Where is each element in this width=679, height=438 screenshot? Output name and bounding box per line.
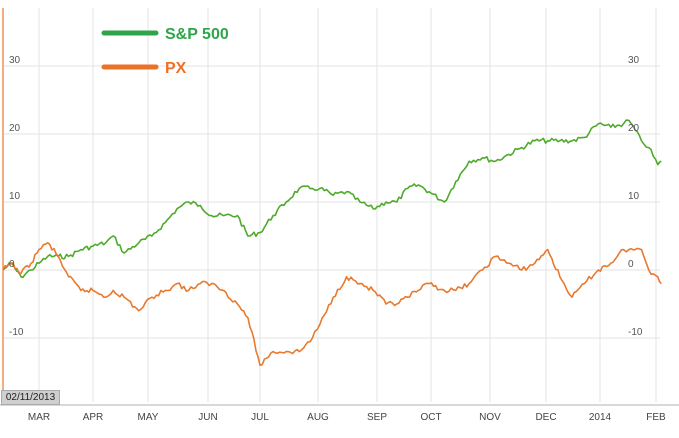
x-tick-label: OCT [420, 412, 441, 423]
series-lines [2, 119, 662, 366]
y-tick-label-right: 20 [628, 123, 640, 134]
y-tick-label-right: 30 [628, 55, 640, 66]
x-tick-label: FEB [646, 412, 666, 423]
x-tick-label: MAY [138, 412, 159, 423]
y-tick-label-left: 10 [9, 191, 21, 202]
series-line-sp500 [2, 119, 662, 279]
legend: S&P 500 PX [101, 26, 229, 77]
y-tick-label-left: 30 [9, 55, 21, 66]
axes [0, 8, 679, 406]
series-line-px [2, 242, 662, 366]
y-tick-label-right: 10 [628, 191, 640, 202]
legend-label: PX [165, 60, 187, 77]
y-tick-label-right: -10 [628, 327, 643, 338]
x-tick-label: JUL [251, 412, 269, 423]
tick-labels: MAR APR MAY JUN JUL AUG SEP OCT NOV DEC 2014 FEB 30 3… [9, 55, 666, 423]
legend-label: S&P 500 [165, 26, 229, 43]
x-tick-label: AUG [307, 412, 329, 423]
gridlines [4, 8, 660, 402]
x-tick-label: APR [83, 412, 104, 423]
y-tick-label-left: -10 [9, 327, 24, 338]
x-tick-label: 2014 [589, 412, 612, 423]
y-tick-label-right: 0 [628, 259, 634, 270]
x-tick-label: MAR [28, 412, 50, 423]
y-tick-label-left: 0 [9, 259, 15, 270]
y-tick-label-left: 20 [9, 123, 21, 134]
start-date-label: 02/11/2013 [1, 390, 60, 405]
x-tick-label: DEC [535, 412, 556, 423]
x-tick-label: NOV [479, 412, 501, 423]
x-tick-label: JUN [198, 412, 217, 423]
x-tick-label: SEP [367, 412, 387, 423]
